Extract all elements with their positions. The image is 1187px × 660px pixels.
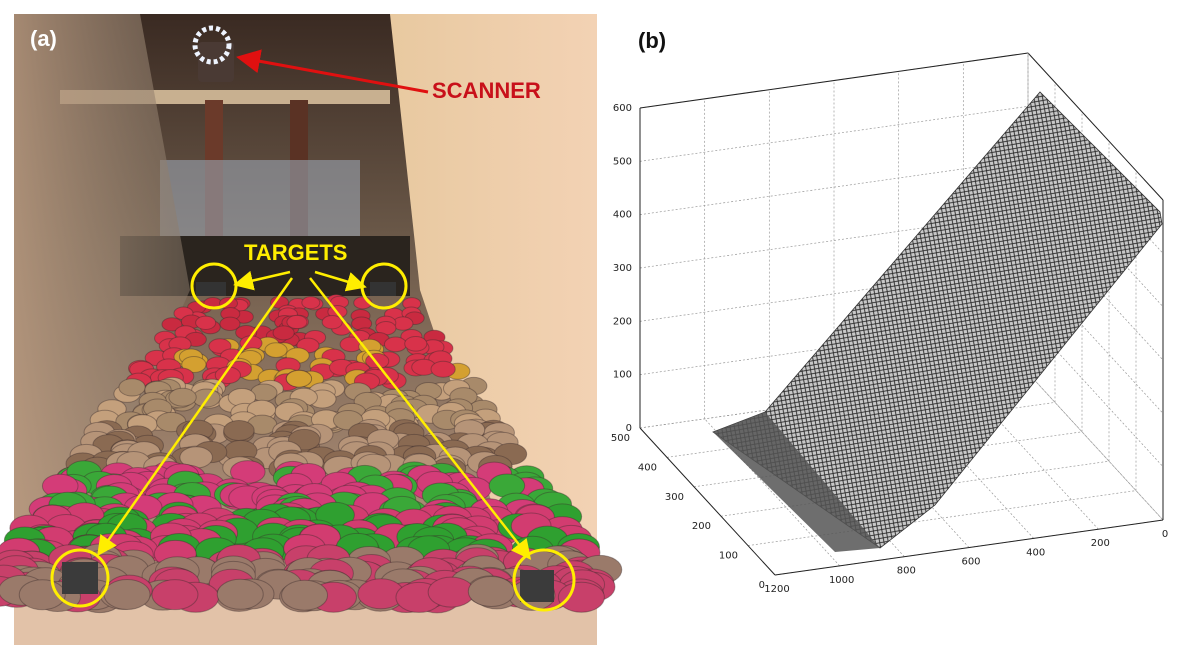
target-arrow xyxy=(309,277,532,560)
z-tick-label: 100 xyxy=(613,370,632,381)
rock xyxy=(216,578,264,610)
grid-line xyxy=(1027,372,1164,521)
scanner-arrow xyxy=(236,49,429,94)
rock xyxy=(168,387,197,407)
target-circle xyxy=(50,548,110,608)
rock xyxy=(467,575,515,607)
rock xyxy=(286,314,308,330)
x-tick-label: 800 xyxy=(897,566,916,577)
rock xyxy=(151,579,199,611)
x-tick-label: 600 xyxy=(961,557,980,568)
rock xyxy=(272,325,295,341)
grid-line xyxy=(963,381,1099,530)
axis-line xyxy=(639,427,776,576)
rock xyxy=(103,578,151,610)
y-tick-label: 300 xyxy=(665,492,684,503)
panel-label: (a) xyxy=(30,26,57,51)
target xyxy=(520,570,554,602)
targets-label: TARGETS xyxy=(244,240,347,265)
target xyxy=(370,282,396,296)
x-tick-label: 400 xyxy=(1026,547,1045,558)
rock xyxy=(301,296,321,310)
rock xyxy=(264,342,288,358)
target-arrow xyxy=(314,270,367,292)
panel-label: (b) xyxy=(638,28,666,53)
rock xyxy=(208,338,232,354)
target-arrow xyxy=(97,277,294,557)
left-wall xyxy=(14,14,190,600)
box-edge xyxy=(639,52,1029,109)
rock xyxy=(181,355,207,373)
target xyxy=(62,562,98,594)
rock xyxy=(118,378,146,397)
rock xyxy=(321,315,343,330)
grid-line xyxy=(704,418,840,567)
rock xyxy=(430,360,456,378)
grid-line xyxy=(1027,372,1164,521)
rock xyxy=(229,460,266,484)
z-tick-label: 0 xyxy=(626,423,632,434)
z-tick-label: 500 xyxy=(613,156,632,167)
x-tick-label: 1200 xyxy=(764,584,789,595)
rock xyxy=(404,335,428,352)
rock xyxy=(427,576,475,608)
grid-line xyxy=(720,460,1110,517)
rock xyxy=(281,579,329,611)
x-tick-label: 200 xyxy=(1091,538,1110,549)
x-tick-label: 1000 xyxy=(829,575,854,586)
x-tick-label: 0 xyxy=(1162,529,1168,540)
rock xyxy=(223,419,255,441)
z-tick-label: 300 xyxy=(613,263,632,274)
grid-line xyxy=(639,105,1029,162)
rock xyxy=(195,315,217,330)
target xyxy=(196,282,226,296)
scanner-label: SCANNER xyxy=(432,78,541,103)
grid-line xyxy=(898,391,1034,539)
rocks xyxy=(0,294,623,614)
surface-plot: 0 100 200 300 400 500 600 0 100 200 300 400 500 1200 1… xyxy=(611,52,1168,595)
rock xyxy=(557,581,605,613)
y-tick-label: 100 xyxy=(719,551,738,562)
y-tick-label: 0 xyxy=(759,580,765,591)
rock xyxy=(383,336,408,353)
rock xyxy=(161,317,183,332)
y-tick-label: 200 xyxy=(692,521,711,532)
y-tick-label: 400 xyxy=(638,462,657,473)
target-arrow xyxy=(233,270,291,291)
rock xyxy=(285,369,313,388)
photo: (a) SCANNER TARGETS xyxy=(0,14,623,645)
rock xyxy=(219,316,241,332)
target-circle xyxy=(512,548,576,612)
box-edge xyxy=(1027,52,1164,201)
grid-line xyxy=(833,400,970,548)
grid-line xyxy=(747,490,1137,546)
axis-line xyxy=(774,519,1164,576)
y-tick-label: 500 xyxy=(611,433,630,444)
scanner-ring xyxy=(192,25,232,65)
surface-flat xyxy=(713,412,880,552)
z-tick-label: 200 xyxy=(613,316,632,327)
surface xyxy=(712,91,1163,549)
grid-line xyxy=(693,431,1083,488)
z-tick-label: 400 xyxy=(613,210,632,221)
z-tick-label: 600 xyxy=(613,103,632,114)
grid-line xyxy=(639,265,1029,322)
window xyxy=(160,160,360,240)
